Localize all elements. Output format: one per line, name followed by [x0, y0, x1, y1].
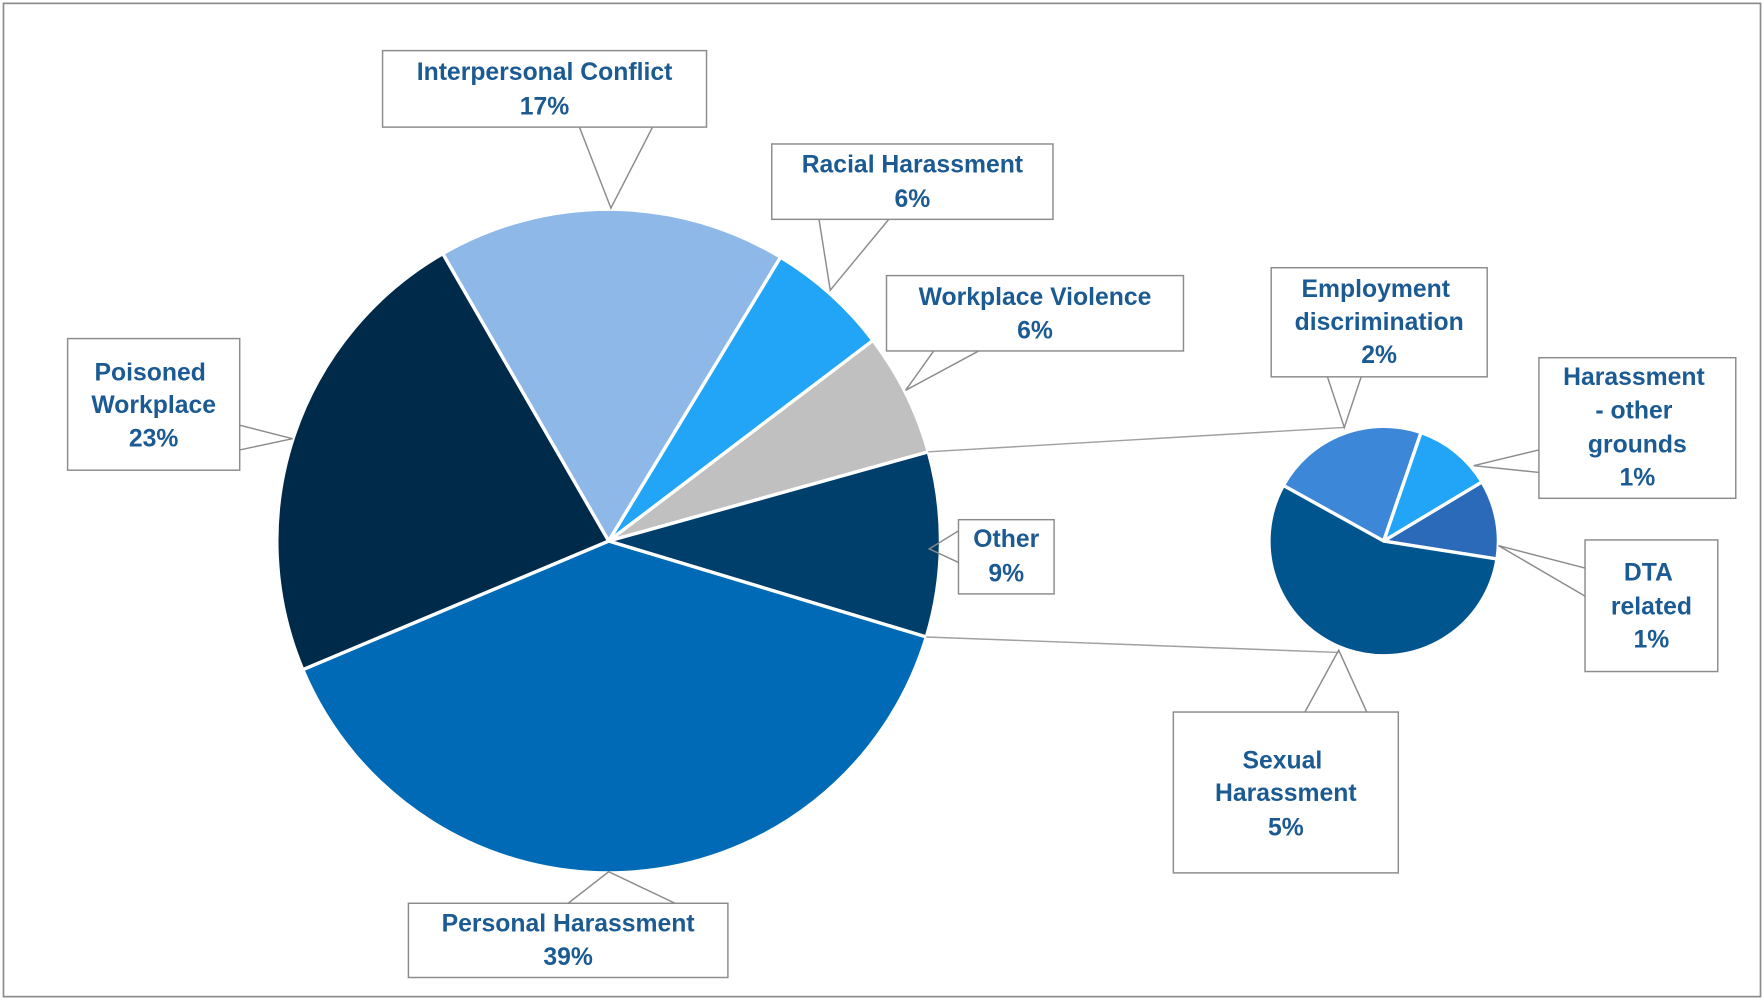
- category-label: Interpersonal Conflict: [417, 59, 673, 86]
- label-line: DTA: [1624, 559, 1679, 586]
- pie-slice: [602, 449, 943, 640]
- category-label: Personal Harassment: [442, 910, 695, 937]
- label-box: [957, 518, 1055, 595]
- value-label: 5%: [1268, 815, 1304, 842]
- label-line: Harassment: [1215, 780, 1357, 807]
- value-label: 39%: [543, 944, 593, 971]
- label-box: [66, 337, 241, 471]
- callout-line: [1326, 376, 1362, 430]
- value-label: 1%: [1634, 627, 1670, 654]
- value-label: 17%: [520, 94, 570, 121]
- label-line: Poisoned: [95, 359, 213, 386]
- label-line: discrimination: [1295, 308, 1464, 335]
- pie-slice: [607, 254, 876, 543]
- value-label: 6%: [1017, 317, 1053, 344]
- value-label: 9%: [988, 560, 1024, 587]
- label-line: Harassment: [1563, 363, 1711, 390]
- pie-slice: [607, 338, 931, 543]
- category-label: Poisoned Workplace: [91, 359, 216, 419]
- value-label: 23%: [129, 425, 179, 452]
- label-line: Interpersonal Conflict: [417, 59, 673, 86]
- label-box: [1172, 711, 1400, 874]
- callout-line: [818, 218, 890, 292]
- pie-slice: [1267, 483, 1499, 658]
- value-label: 1%: [1619, 465, 1655, 492]
- pie-slice: [1281, 424, 1424, 544]
- pie-slice: [300, 539, 929, 875]
- category-label: Sexual Harassment: [1215, 747, 1357, 807]
- callout-line: [1473, 449, 1540, 474]
- label-box: [1538, 356, 1737, 500]
- label-line: Workplace: [91, 392, 216, 419]
- label-box: [1270, 266, 1488, 378]
- label-line: Other: [973, 525, 1039, 552]
- label-line: related: [1611, 593, 1692, 620]
- label-line: - other: [1595, 397, 1679, 424]
- callout-line: [1304, 648, 1368, 713]
- callout-line: [239, 424, 293, 451]
- pie-slice: [275, 251, 612, 672]
- category-label: DTA related: [1611, 559, 1692, 620]
- category-label: Racial Harassment: [802, 151, 1023, 178]
- callout-line: [905, 350, 980, 391]
- label-line: Personal Harassment: [442, 910, 695, 937]
- value-label: 6%: [894, 186, 930, 213]
- category-label: Other: [973, 525, 1039, 552]
- pie-slice: [440, 207, 783, 545]
- label-line: Workplace Violence: [919, 284, 1152, 311]
- label-box: [381, 49, 708, 128]
- label-box: [1584, 539, 1719, 673]
- category-label: Harassment - other grounds: [1563, 363, 1711, 457]
- label-box: [771, 143, 1054, 221]
- callout-line: [1498, 544, 1586, 597]
- label-line: Employment: [1302, 276, 1457, 303]
- value-label: 2%: [1361, 342, 1397, 369]
- connector-line: [926, 636, 1339, 654]
- callout-line: [567, 870, 676, 904]
- category-label: Workplace Violence: [919, 284, 1152, 311]
- category-label: Employment discrimination: [1295, 276, 1464, 336]
- callout-line: [578, 126, 654, 210]
- connector-line: [928, 426, 1345, 453]
- label-line: grounds: [1588, 431, 1687, 458]
- label-line: Racial Harassment: [802, 151, 1023, 178]
- callout-line: [927, 530, 959, 564]
- label-box: [407, 902, 729, 979]
- label-line: Sexual: [1243, 747, 1330, 774]
- label-box: [885, 274, 1185, 352]
